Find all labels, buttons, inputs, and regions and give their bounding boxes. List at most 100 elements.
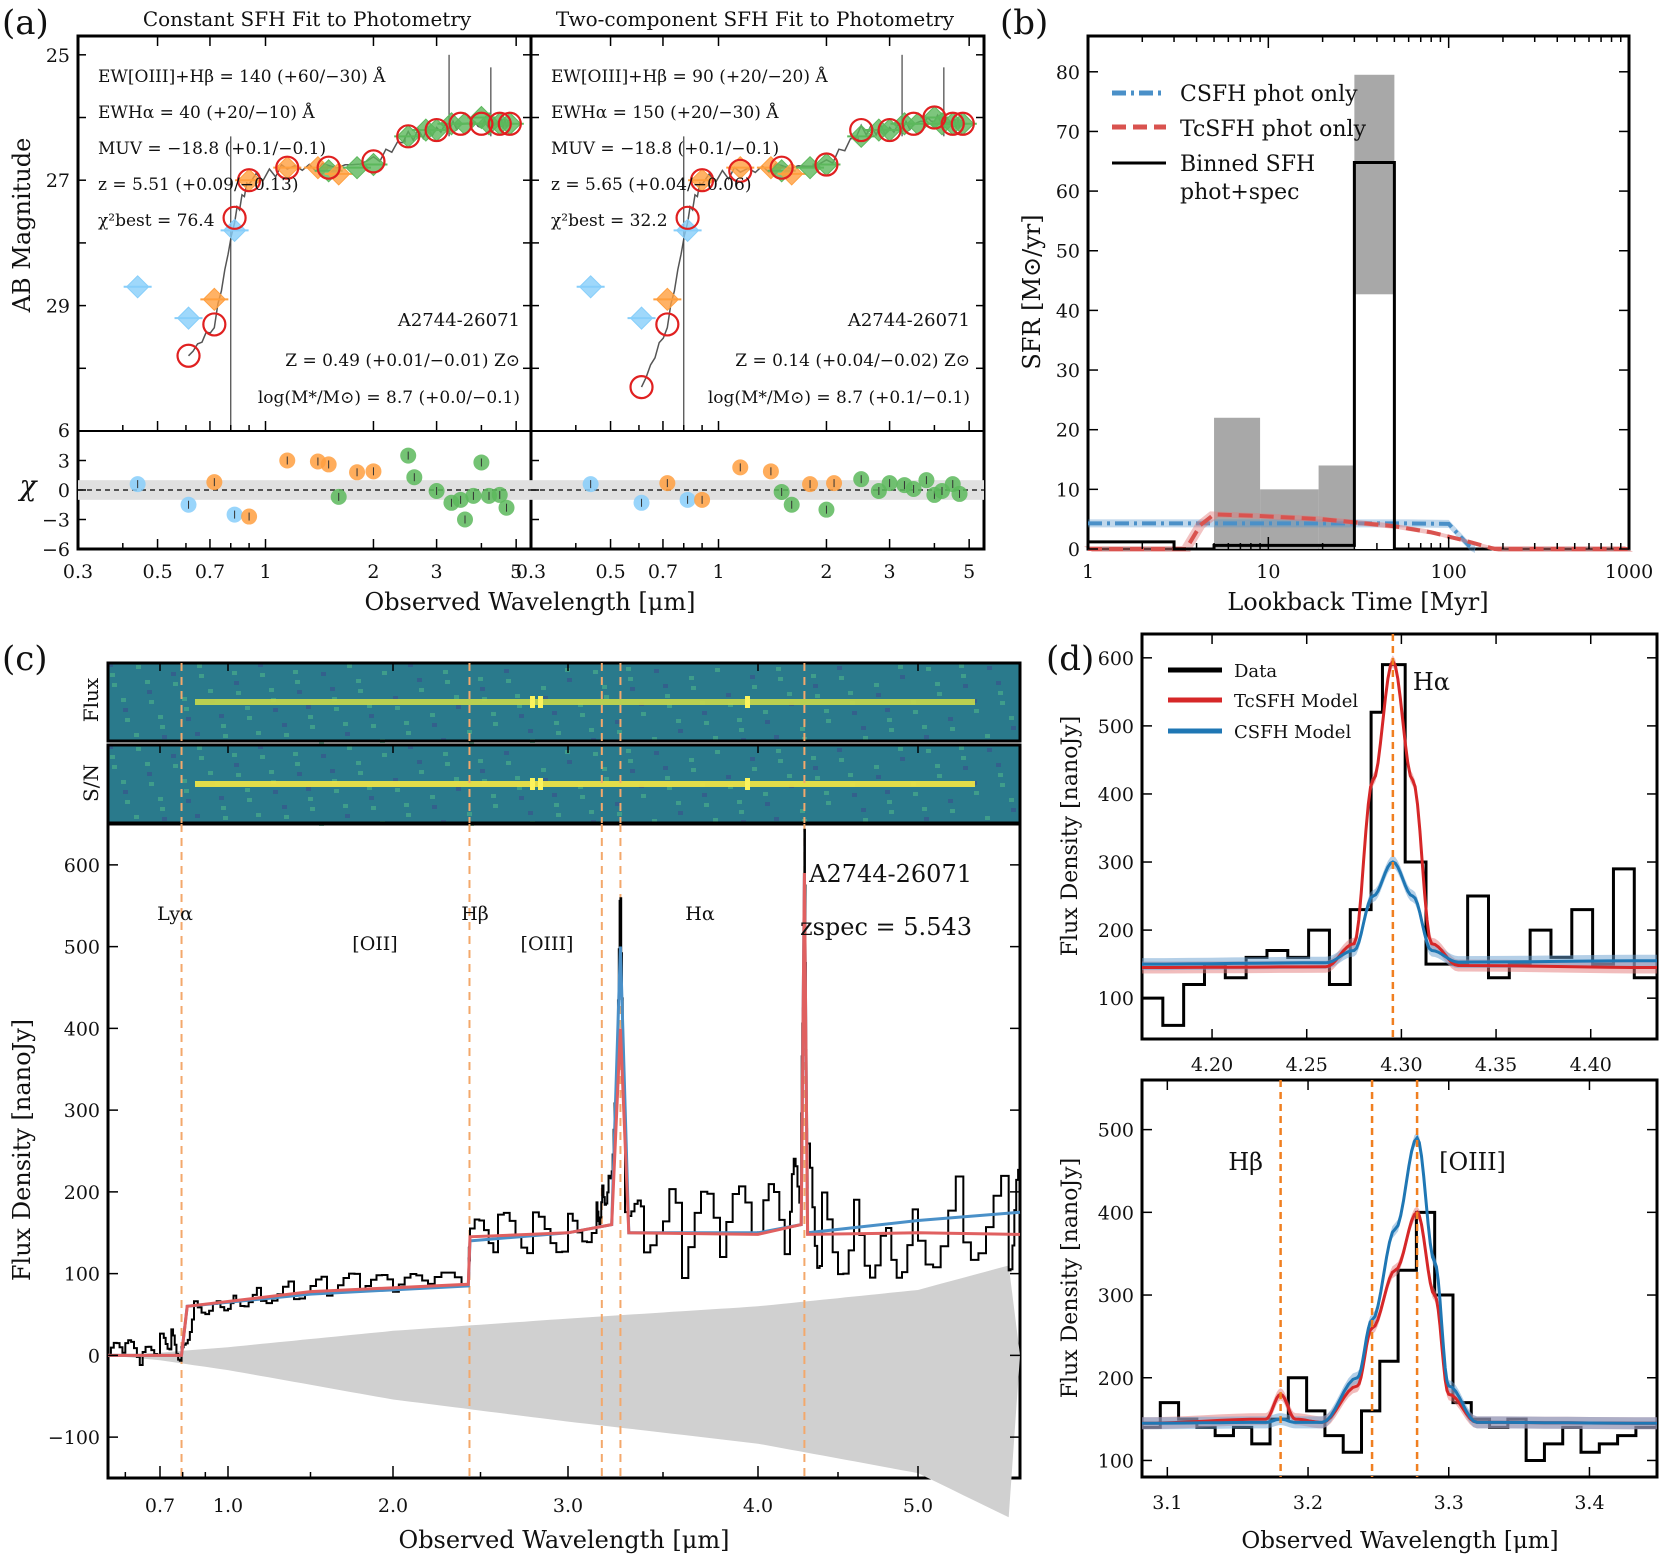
y-ticklabel: 500 (1098, 1120, 1134, 1142)
panel-c-ylabel: Flux Density [nanoJy] (8, 1019, 36, 1281)
strip-noise (393, 696, 398, 700)
strip-noise (641, 794, 646, 798)
panel-d-bottom-frame (1140, 1078, 1659, 1479)
x-ticklabel: 0.5 (142, 561, 172, 583)
a-right-chi2: χ²best = 32.2 (551, 211, 668, 231)
x-ticklabel: 0.3 (63, 561, 93, 583)
model-phot-circle (316, 155, 341, 180)
strip-noise (528, 729, 533, 733)
panel-a-xlabel: Observed Wavelength [μm] (365, 588, 696, 616)
y-ticklabel: 50 (1056, 241, 1080, 263)
model-phot-circle (922, 105, 947, 130)
strip-noise (110, 673, 115, 677)
line-label: Hα (685, 903, 715, 925)
strip-noise (604, 777, 609, 781)
strip-noise (358, 689, 363, 693)
strip-noise (630, 687, 635, 691)
strip-noise (234, 763, 239, 767)
strip-noise (811, 674, 816, 678)
y-ticklabel: 70 (1056, 121, 1080, 143)
strip-noise (432, 805, 437, 809)
strip-noise (593, 670, 598, 674)
strip-noise (863, 818, 868, 822)
strip-noise (874, 765, 879, 769)
model-phot-circle (849, 117, 874, 143)
strip-noise (985, 816, 990, 820)
phot-point (202, 287, 227, 312)
x-ticklabel: 3 (431, 561, 443, 583)
strip-noise (1011, 808, 1016, 812)
strip-noise (334, 789, 339, 793)
strip-noise (158, 797, 163, 801)
strip-noise (219, 796, 224, 800)
strip-noise (963, 684, 968, 688)
x-ticklabel: 0.7 (145, 1495, 175, 1517)
strip-noise (824, 791, 829, 795)
panel-c: Flux S/N Lyα [OII] Hβ [OIII] Hα 0.7 1.0 2.0 3.0 4… (8, 661, 1022, 1554)
strip-noise (232, 753, 237, 757)
strip-noise (750, 757, 755, 761)
y-ticklabel: 0 (1068, 539, 1080, 561)
strip-noise (519, 796, 524, 800)
strip-noise (195, 814, 200, 818)
strip-noise (125, 800, 130, 804)
strip-noise (160, 725, 165, 729)
strip-noise (1000, 783, 1005, 787)
a-left-muv: MUV = −18.8 (+0.1/−0.1) (98, 139, 326, 159)
x-ticklabel: 1 (1082, 561, 1094, 583)
strip-noise (145, 680, 150, 684)
strip-noise (297, 690, 302, 694)
strip-noise (774, 817, 779, 821)
x-ticklabel: 5 (510, 561, 522, 583)
strip-noise (504, 751, 509, 755)
strip-noise (998, 691, 1003, 695)
strip-noise (199, 756, 204, 760)
strip-noise (430, 795, 435, 799)
a-right-muv: MUV = −18.8 (+0.1/−0.1) (551, 139, 779, 159)
strip-noise (182, 779, 187, 783)
strip-noise (737, 718, 742, 722)
tcsfh-model-line (1142, 658, 1657, 969)
strip-noise (852, 793, 857, 797)
strip-noise (258, 663, 263, 667)
strip-noise (147, 772, 152, 776)
x-ticklabel: 3 (884, 561, 896, 583)
strip-noise (395, 706, 400, 710)
strip-noise (937, 774, 942, 778)
phot-point (798, 155, 822, 180)
a-left-chi2: χ²best = 76.4 (98, 211, 215, 231)
strip-noise (963, 766, 968, 770)
strip-noise (467, 812, 472, 816)
model-phot-circle (275, 155, 300, 180)
a-left-ew-ha: EWHα = 40 (+20/−10) Å (98, 102, 315, 123)
strip-noise (269, 688, 274, 692)
strip-noise (134, 815, 139, 819)
strip-noise (345, 814, 350, 818)
a-right-ew-ha: EWHα = 150 (+20/−30) Å (551, 102, 779, 123)
strip-noise (922, 807, 927, 811)
strip-noise (358, 771, 363, 775)
strip-noise (641, 712, 646, 716)
strip-flux-label: Flux (79, 677, 103, 722)
y-ticklabel: 200 (1098, 920, 1134, 942)
panel-d-top-ylabel: Flux Density [nanoJy] (1058, 716, 1083, 956)
x-ticklabel: 3.0 (553, 1495, 583, 1517)
strip-noise (589, 810, 594, 814)
legend-csfh-label: CSFH phot only (1180, 82, 1358, 107)
strip-noise (617, 812, 622, 816)
strip-noise (295, 762, 300, 766)
strip-noise (937, 692, 942, 696)
strip-noise (162, 735, 167, 739)
strip-noise (247, 798, 252, 802)
strip-noise (885, 790, 890, 794)
strip-noise (297, 772, 302, 776)
strip-noise (667, 786, 672, 790)
strip-noise (454, 777, 459, 781)
panel-d-top-plot: 4.20 4.25 4.30 4.35 4.40 100 200 300 400 500 600 Hα (1098, 634, 1659, 1076)
panel-b-plot: 1 10 100 1000 0 10 20 30 40 50 60 70 80 (1056, 36, 1653, 583)
strip-noise (123, 708, 128, 712)
model-phot-circle (675, 205, 700, 230)
model-phot-circle (236, 168, 262, 193)
strip-noise (382, 671, 387, 675)
